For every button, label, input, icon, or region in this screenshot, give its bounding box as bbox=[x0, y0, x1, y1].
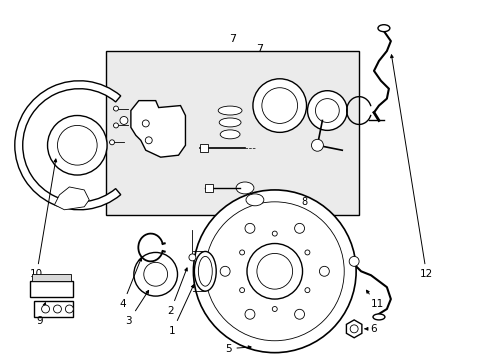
Text: 7: 7 bbox=[256, 44, 263, 54]
Circle shape bbox=[244, 223, 254, 233]
Circle shape bbox=[252, 79, 306, 132]
Bar bbox=[106, 51, 358, 215]
Text: 4: 4 bbox=[120, 258, 142, 309]
Circle shape bbox=[315, 99, 339, 122]
Circle shape bbox=[307, 91, 346, 130]
Polygon shape bbox=[346, 320, 361, 338]
Ellipse shape bbox=[218, 106, 242, 115]
Text: 5: 5 bbox=[224, 344, 250, 354]
Ellipse shape bbox=[377, 25, 389, 32]
Polygon shape bbox=[131, 100, 185, 157]
Circle shape bbox=[113, 106, 118, 111]
Circle shape bbox=[305, 288, 309, 293]
Circle shape bbox=[319, 266, 328, 276]
Circle shape bbox=[57, 125, 97, 165]
Wedge shape bbox=[15, 81, 121, 210]
Text: 9: 9 bbox=[36, 303, 46, 326]
Circle shape bbox=[205, 202, 344, 341]
Text: 1: 1 bbox=[169, 285, 193, 336]
Ellipse shape bbox=[220, 130, 240, 139]
Ellipse shape bbox=[236, 182, 253, 194]
Text: 2: 2 bbox=[167, 268, 187, 316]
Circle shape bbox=[239, 288, 244, 293]
Circle shape bbox=[294, 223, 304, 233]
Text: 6: 6 bbox=[364, 324, 377, 334]
Circle shape bbox=[193, 190, 355, 353]
Text: 7: 7 bbox=[228, 34, 236, 44]
Circle shape bbox=[262, 88, 297, 123]
Ellipse shape bbox=[245, 194, 264, 206]
Circle shape bbox=[53, 305, 61, 313]
Circle shape bbox=[220, 266, 230, 276]
Circle shape bbox=[188, 254, 196, 261]
Circle shape bbox=[113, 123, 118, 128]
Circle shape bbox=[134, 252, 177, 296]
Polygon shape bbox=[34, 301, 73, 317]
Text: 8: 8 bbox=[301, 197, 307, 207]
Ellipse shape bbox=[219, 118, 241, 127]
Circle shape bbox=[109, 140, 114, 145]
Circle shape bbox=[65, 305, 73, 313]
Circle shape bbox=[305, 250, 309, 255]
Circle shape bbox=[244, 309, 254, 319]
Circle shape bbox=[142, 120, 149, 127]
Polygon shape bbox=[30, 281, 73, 297]
Circle shape bbox=[294, 309, 304, 319]
Circle shape bbox=[239, 250, 244, 255]
Circle shape bbox=[272, 306, 277, 311]
Polygon shape bbox=[200, 144, 208, 152]
Circle shape bbox=[349, 325, 357, 333]
Circle shape bbox=[246, 243, 302, 299]
Polygon shape bbox=[54, 187, 89, 210]
Text: 3: 3 bbox=[125, 291, 148, 326]
Circle shape bbox=[256, 253, 292, 289]
Ellipse shape bbox=[194, 251, 216, 291]
Circle shape bbox=[143, 262, 167, 286]
Circle shape bbox=[348, 256, 358, 266]
Text: 10: 10 bbox=[30, 159, 57, 279]
Circle shape bbox=[311, 139, 323, 151]
Text: 12: 12 bbox=[390, 55, 432, 279]
Circle shape bbox=[272, 231, 277, 236]
Ellipse shape bbox=[372, 314, 384, 320]
Polygon shape bbox=[205, 184, 213, 192]
Text: 11: 11 bbox=[366, 290, 383, 309]
Ellipse shape bbox=[198, 256, 212, 286]
Circle shape bbox=[145, 137, 152, 144]
Circle shape bbox=[41, 305, 49, 313]
Polygon shape bbox=[32, 274, 71, 281]
Circle shape bbox=[120, 117, 128, 125]
Circle shape bbox=[47, 116, 107, 175]
